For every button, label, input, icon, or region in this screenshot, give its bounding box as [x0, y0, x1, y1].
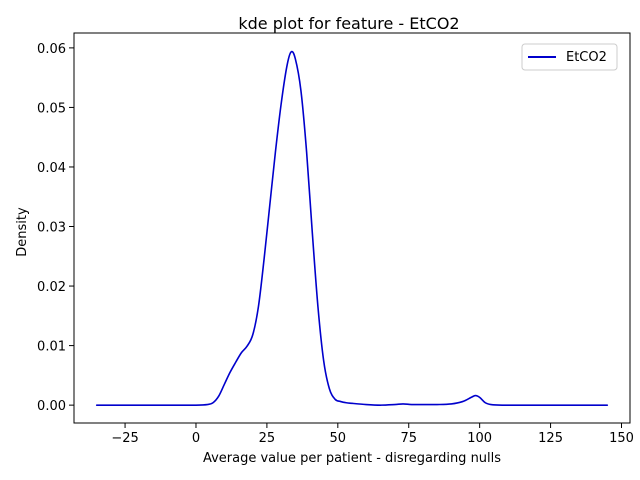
y-tick-label: 0.04: [37, 161, 66, 176]
legend-label-etco2: EtCO2: [566, 50, 607, 65]
series-line-etco2: [95, 50, 609, 406]
plot-frame: [73, 32, 631, 424]
legend-box: [521, 43, 618, 71]
series-group: [95, 50, 609, 406]
x-tick-label: 50: [330, 431, 347, 446]
y-tick-label: 0.03: [37, 221, 66, 236]
x-tick-label: 150: [609, 431, 634, 446]
y-axis-ticks: 0.00 0.01 0.02 0.03 0.04 0.05 0.06: [37, 42, 74, 414]
y-tick-label: 0.06: [37, 42, 66, 57]
x-tick-label: 100: [467, 431, 492, 446]
y-tick-label: 0.02: [37, 280, 66, 295]
x-tick-label: 0: [192, 431, 200, 446]
chart-title: kde plot for feature - EtCO2: [238, 14, 459, 33]
x-tick-label: 25: [259, 431, 276, 446]
x-tick-label: 125: [538, 431, 563, 446]
y-tick-label: 0.00: [37, 399, 66, 414]
x-axis-ticks: −25 0 25 50 75 100 125 150: [111, 423, 634, 446]
x-axis-label: Average value per patient - disregarding…: [203, 451, 501, 466]
x-tick-label: 75: [400, 431, 417, 446]
plot-area: [74, 33, 630, 423]
legend: EtCO2: [521, 43, 618, 71]
y-tick-label: 0.01: [37, 340, 66, 355]
y-tick-label: 0.05: [37, 101, 66, 116]
x-tick-label: −25: [111, 431, 138, 446]
y-axis-label: Density: [15, 207, 30, 257]
